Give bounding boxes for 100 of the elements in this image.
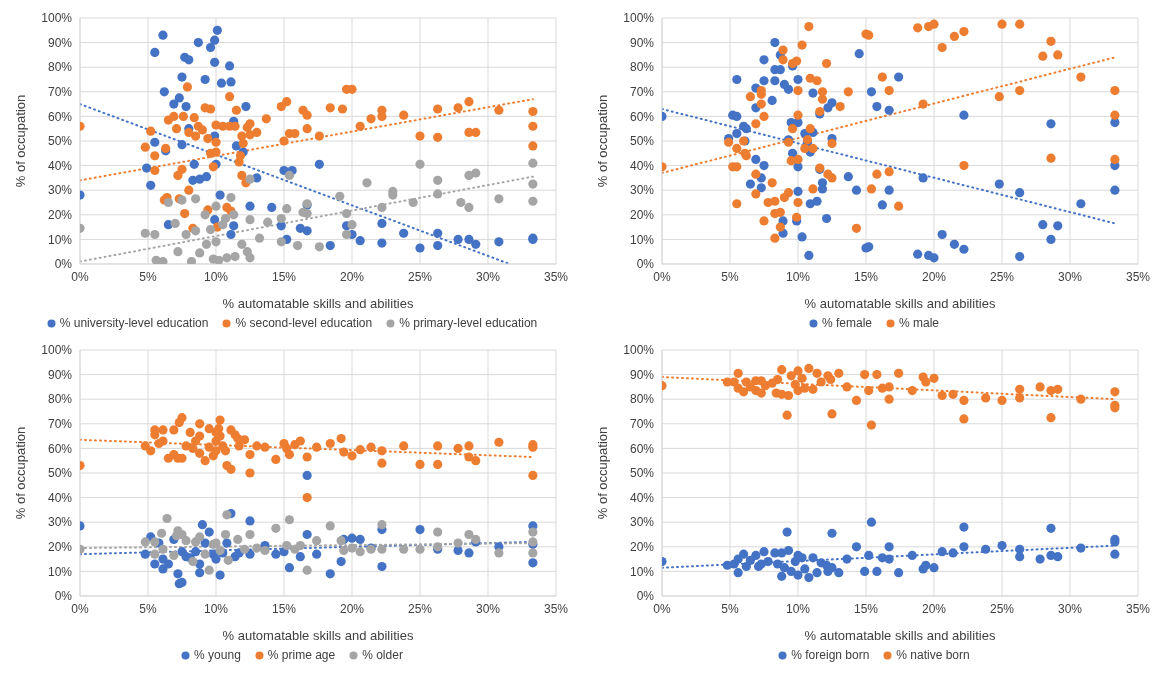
point — [140, 549, 150, 559]
x-tick-label: 25% — [989, 269, 1015, 284]
y-tick-label: 70% — [629, 85, 655, 100]
x-tick-label: 30% — [1057, 269, 1083, 284]
point — [355, 547, 365, 557]
point — [252, 543, 262, 553]
y-tick-label: 90% — [629, 35, 655, 50]
point — [195, 568, 205, 578]
y-tick-label: 50% — [629, 466, 655, 481]
y-axis-title: % of occupation — [12, 426, 28, 520]
point — [169, 550, 179, 561]
y-tick-label: 100% — [623, 343, 655, 358]
x-tick-label: 5% — [721, 601, 739, 616]
point — [222, 510, 232, 520]
y-tick-label: 80% — [629, 392, 655, 407]
x-tick-label: 0% — [653, 269, 671, 284]
point — [284, 563, 295, 573]
point — [415, 524, 425, 535]
point — [204, 527, 214, 537]
legend-label: % prime age — [267, 648, 336, 662]
y-tick-label: 10% — [629, 232, 655, 247]
y-tick-label: 100% — [41, 343, 73, 358]
x-tick-label: 35% — [543, 601, 569, 616]
y-tick-label: 10% — [47, 564, 73, 579]
y-tick-label: 30% — [47, 515, 73, 530]
point — [377, 520, 387, 530]
y-tick-label: 70% — [47, 85, 73, 100]
point — [271, 549, 281, 559]
point — [204, 565, 214, 575]
y-axis-title: % of occupation — [594, 94, 610, 188]
point — [233, 534, 243, 545]
point — [347, 533, 357, 543]
y-tick-label: 90% — [47, 367, 73, 382]
point — [295, 540, 305, 551]
point — [325, 569, 335, 579]
point — [528, 548, 538, 558]
point — [200, 538, 210, 548]
point — [415, 544, 425, 554]
y-tick-label: 30% — [47, 183, 73, 198]
y-tick-label: 20% — [629, 208, 655, 223]
point — [347, 543, 357, 553]
y-tick-label: 0% — [54, 257, 73, 272]
y-tick-label: 100% — [41, 11, 73, 26]
point — [197, 520, 207, 530]
x-tick-label: 10% — [785, 601, 811, 616]
y-tick-label: 10% — [629, 564, 655, 579]
point — [339, 545, 349, 556]
legend-label: % male — [899, 316, 940, 330]
x-tick-label: 10% — [785, 269, 811, 284]
legend-label: % second-level education — [235, 316, 373, 330]
point — [312, 549, 322, 559]
x-axis-title: % automatable skills and abilities — [804, 628, 996, 643]
point — [191, 547, 201, 557]
y-tick-label: 90% — [47, 35, 73, 50]
point — [211, 554, 221, 564]
legend-label: % older — [362, 648, 403, 662]
point — [140, 537, 150, 547]
point — [494, 548, 504, 558]
y-tick-label: 80% — [629, 60, 655, 75]
y-axis-title: % of occupation — [12, 94, 28, 188]
point — [284, 515, 295, 525]
x-tick-label: 10% — [203, 269, 229, 284]
y-tick-label: 70% — [629, 417, 655, 432]
x-tick-label: 30% — [1057, 601, 1083, 616]
point — [433, 527, 443, 537]
y-tick-label: 10% — [47, 232, 73, 247]
y-tick-label: 60% — [47, 441, 73, 456]
x-tick-label: 0% — [653, 601, 671, 616]
x-tick-label: 15% — [853, 269, 879, 284]
point — [453, 538, 463, 548]
point — [181, 536, 191, 546]
point — [325, 521, 335, 531]
y-tick-label: 90% — [629, 367, 655, 382]
x-tick-label: 20% — [921, 269, 947, 284]
y-tick-label: 80% — [47, 392, 73, 407]
point — [150, 559, 160, 569]
x-tick-label: 5% — [721, 269, 739, 284]
x-tick-label: 25% — [407, 269, 433, 284]
x-tick-label: 15% — [853, 601, 879, 616]
point — [377, 561, 387, 572]
point — [302, 529, 312, 540]
y-tick-label: 50% — [629, 134, 655, 149]
point — [260, 545, 270, 556]
y-tick-label: 30% — [629, 183, 655, 198]
point — [222, 538, 232, 548]
legend-label: % native born — [896, 648, 970, 662]
x-tick-label: 35% — [1125, 269, 1151, 284]
x-tick-label: 35% — [1125, 601, 1151, 616]
y-tick-label: 20% — [629, 540, 655, 555]
point — [158, 544, 168, 554]
point — [195, 532, 205, 542]
x-tick-label: 5% — [139, 269, 157, 284]
point — [302, 565, 312, 575]
legend-label: % primary-level education — [399, 316, 538, 330]
y-tick-label: 40% — [629, 490, 655, 505]
x-tick-label: 20% — [339, 269, 365, 284]
x-tick-label: 20% — [339, 601, 365, 616]
point — [464, 529, 474, 540]
point — [162, 513, 172, 524]
x-tick-label: 30% — [475, 601, 501, 616]
